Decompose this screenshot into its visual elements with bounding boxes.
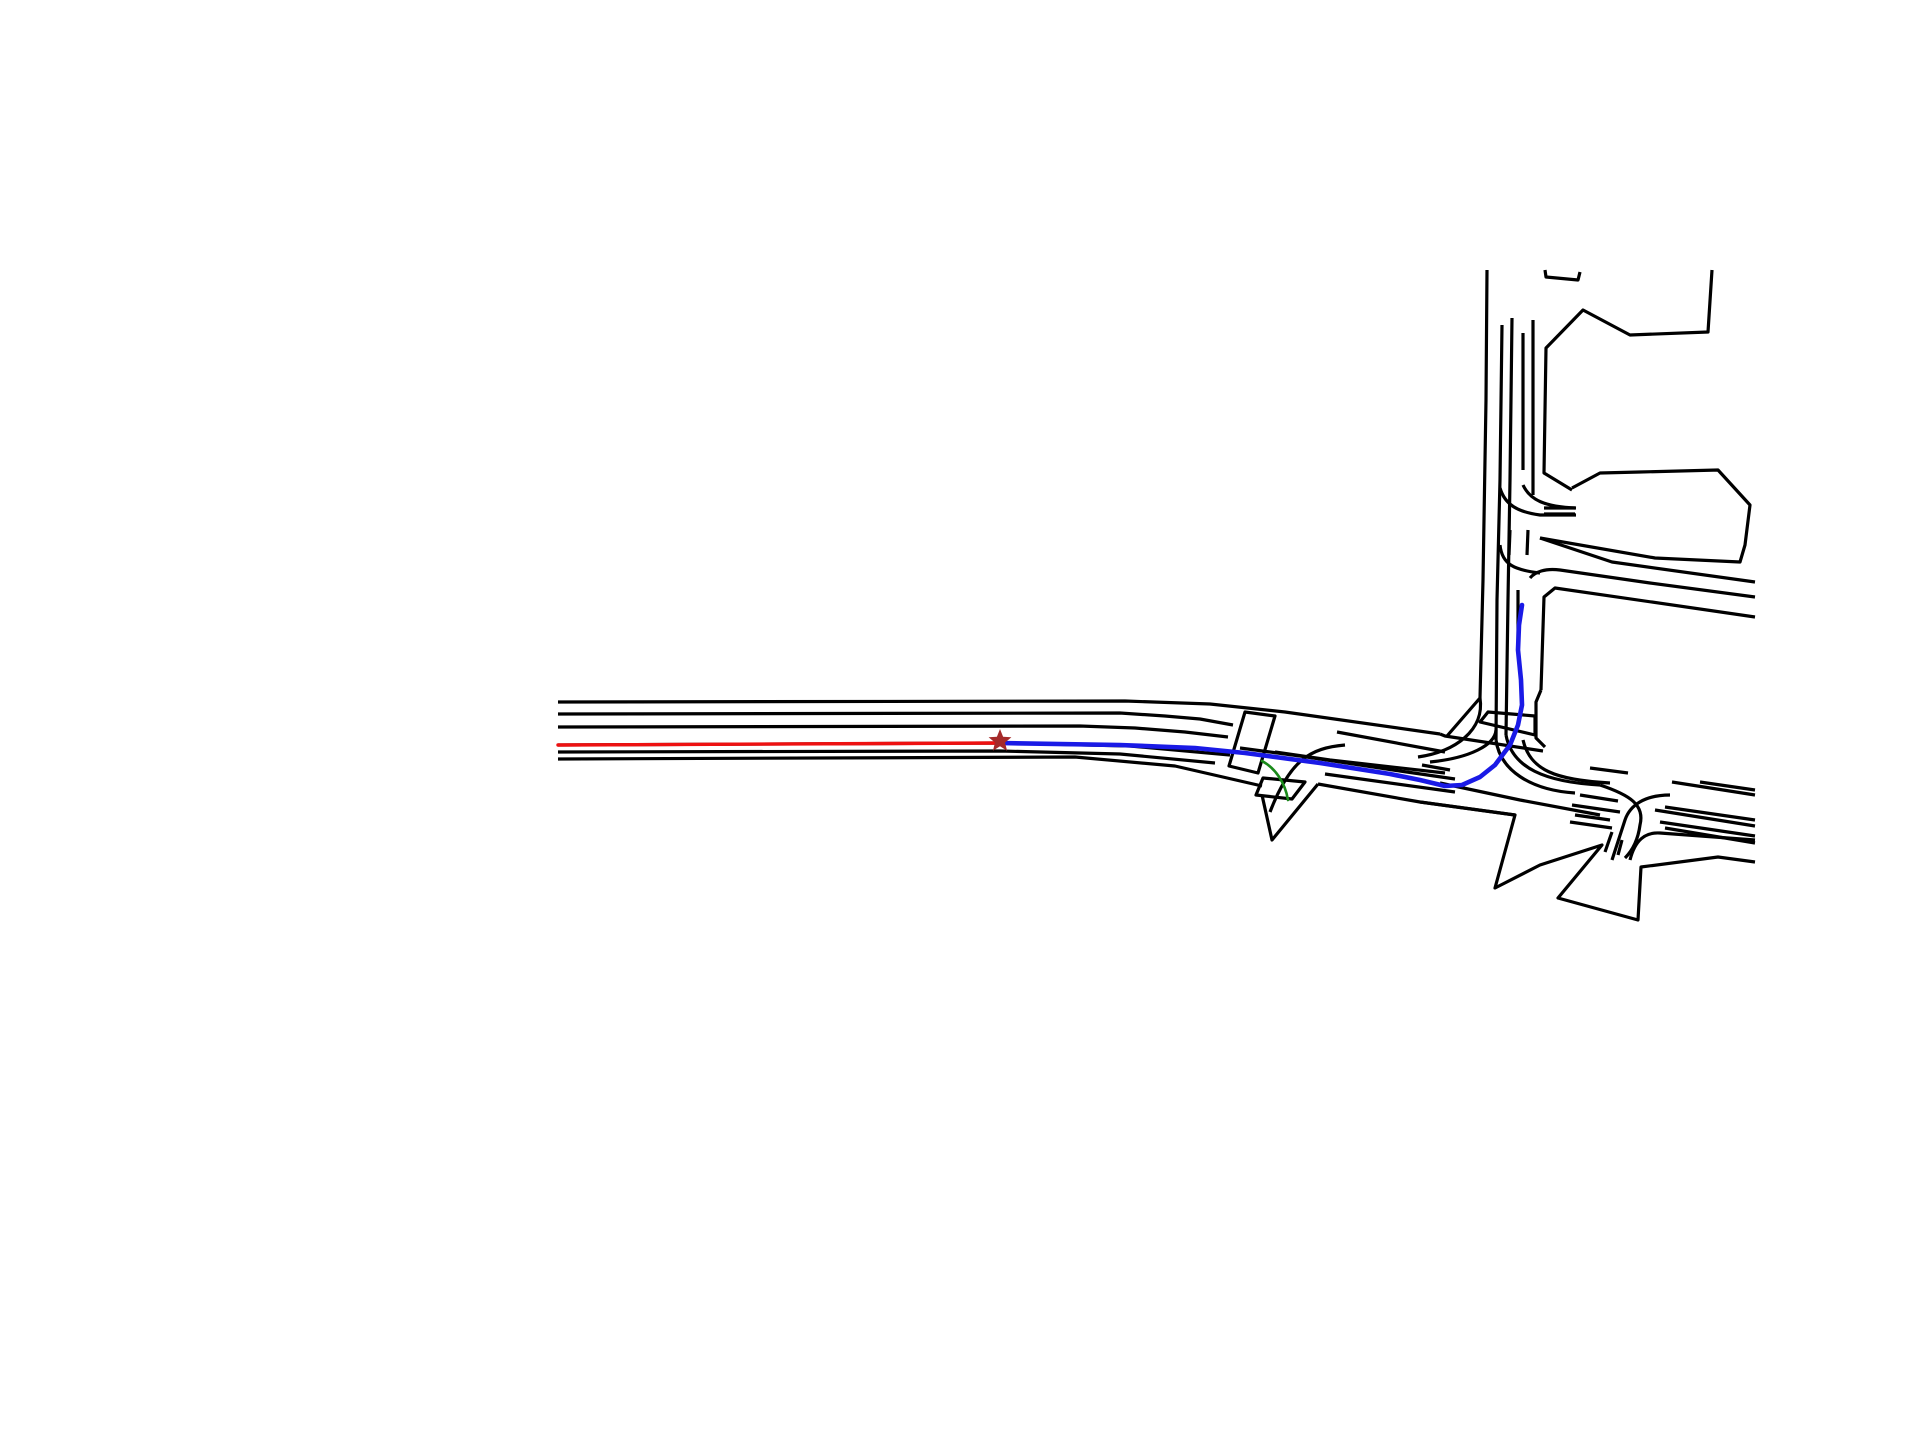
se-lane-e <box>1699 780 1756 792</box>
lot-middle-outline <box>1539 468 1752 564</box>
lot-middle-spike <box>1539 536 1756 584</box>
se-outline-left <box>1419 800 1756 922</box>
north-road-lane-2 <box>1504 317 1514 736</box>
north-road <box>1417 269 1756 795</box>
west-road-bottom-boundary <box>557 755 1263 788</box>
history-trajectory <box>556 741 1002 747</box>
alternative-trajectory <box>1260 759 1290 802</box>
north-road-west-boundary <box>1445 269 1489 738</box>
corridor-dash-2 <box>1324 772 1456 794</box>
north-road-dash-2 <box>1525 529 1530 556</box>
west-road-lane-line-4 <box>557 749 1216 765</box>
north-road-east-lane <box>1528 567 1756 599</box>
se-dash-1 <box>1579 793 1619 803</box>
lot-top-stub <box>1543 269 1582 282</box>
north-road-curve-right-1 <box>1498 487 1576 517</box>
star-icon <box>988 729 1012 751</box>
north-road-dash-1 <box>1507 529 1512 556</box>
corridor-lower-lane <box>1439 781 1601 817</box>
se-dash-7 <box>1616 839 1624 856</box>
se-curve-2 <box>1628 831 1756 861</box>
west-road-lane-line-2 <box>557 724 1229 739</box>
se-lane-c <box>1664 826 1756 845</box>
se-dash-8 <box>1671 780 1756 797</box>
south-east-area <box>1419 766 1756 922</box>
north-road-se-curve-3 <box>1521 739 1611 785</box>
trajectories <box>556 602 1525 802</box>
se-lane-b <box>1659 820 1756 838</box>
se-dash-5 <box>1589 766 1629 775</box>
crosswalk-center <box>1227 710 1346 842</box>
se-curve-3 <box>1599 783 1643 860</box>
north-road-east-boundary <box>1539 586 1756 691</box>
north-east-lots <box>1539 269 1756 584</box>
north-road-east-corner <box>1534 689 1547 749</box>
se-dash-6 <box>1603 831 1614 853</box>
north-road-sw-curve-2 <box>1429 729 1498 764</box>
corridor-lane-line-b <box>1274 750 1446 775</box>
north-road-curve-right-3 <box>1498 544 1541 575</box>
island-outline <box>1254 776 1307 801</box>
crosswalk-center-outline <box>1227 710 1277 775</box>
west-road-top-boundary <box>557 699 1441 736</box>
lot-upper-outline <box>1542 269 1714 492</box>
north-road-se-curve-1 <box>1494 739 1576 795</box>
se-dash-3 <box>1574 813 1611 822</box>
north-road-sw-curve <box>1417 697 1483 759</box>
se-lane-a <box>1664 805 1756 822</box>
corridor-dash-3 <box>1421 763 1451 772</box>
west-road-lane-line-1 <box>557 711 1234 727</box>
north-road-lane-1 <box>1494 324 1504 741</box>
se-dash-4 <box>1569 820 1613 830</box>
corridor-dash-1 <box>1336 730 1446 754</box>
planned-trajectory <box>997 602 1525 789</box>
island-spike-outline <box>1260 782 1320 842</box>
ego-marker <box>988 729 1012 751</box>
se-dash-2 <box>1571 803 1621 814</box>
se-lane-d <box>1654 808 1756 828</box>
